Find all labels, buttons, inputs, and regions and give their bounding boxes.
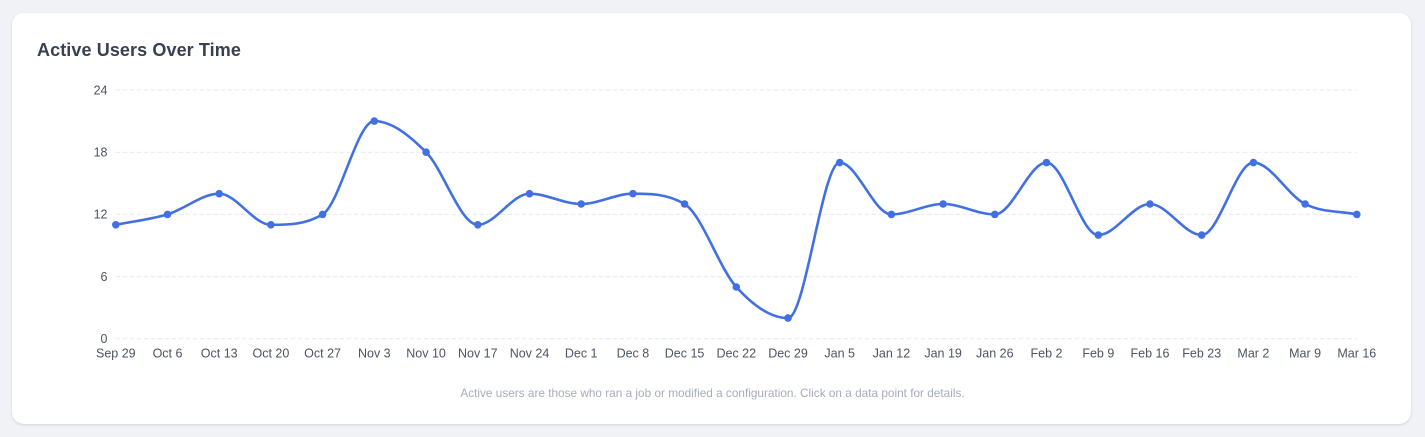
svg-text:24: 24	[94, 83, 108, 97]
svg-text:Nov 24: Nov 24	[510, 347, 550, 361]
svg-text:Dec 1: Dec 1	[565, 347, 598, 361]
svg-text:Sep 29: Sep 29	[96, 347, 136, 361]
svg-text:Feb 23: Feb 23	[1182, 347, 1221, 361]
svg-text:Mar 2: Mar 2	[1237, 347, 1269, 361]
svg-text:Feb 2: Feb 2	[1031, 347, 1063, 361]
svg-text:Oct 27: Oct 27	[304, 347, 341, 361]
svg-text:Feb 9: Feb 9	[1082, 347, 1114, 361]
svg-text:Dec 8: Dec 8	[617, 347, 650, 361]
svg-text:Jan 19: Jan 19	[924, 347, 962, 361]
svg-text:Dec 15: Dec 15	[665, 347, 705, 361]
svg-text:Oct 20: Oct 20	[252, 347, 289, 361]
svg-text:18: 18	[94, 146, 108, 160]
svg-text:Jan 26: Jan 26	[976, 347, 1014, 361]
svg-text:Dec 22: Dec 22	[716, 347, 756, 361]
svg-text:Nov 10: Nov 10	[406, 347, 446, 361]
svg-text:12: 12	[94, 208, 108, 222]
svg-text:Mar 16: Mar 16	[1337, 347, 1376, 361]
svg-text:6: 6	[101, 270, 108, 284]
svg-text:Oct 6: Oct 6	[153, 347, 183, 361]
svg-text:Nov 3: Nov 3	[358, 347, 391, 361]
svg-text:Oct 13: Oct 13	[201, 347, 238, 361]
svg-text:Dec 29: Dec 29	[768, 347, 808, 361]
svg-text:Jan 5: Jan 5	[824, 347, 855, 361]
svg-text:Jan 12: Jan 12	[873, 347, 911, 361]
svg-text:Nov 17: Nov 17	[458, 347, 498, 361]
svg-text:Feb 16: Feb 16	[1131, 347, 1170, 361]
svg-text:0: 0	[101, 332, 108, 346]
svg-text:Mar 9: Mar 9	[1289, 347, 1321, 361]
